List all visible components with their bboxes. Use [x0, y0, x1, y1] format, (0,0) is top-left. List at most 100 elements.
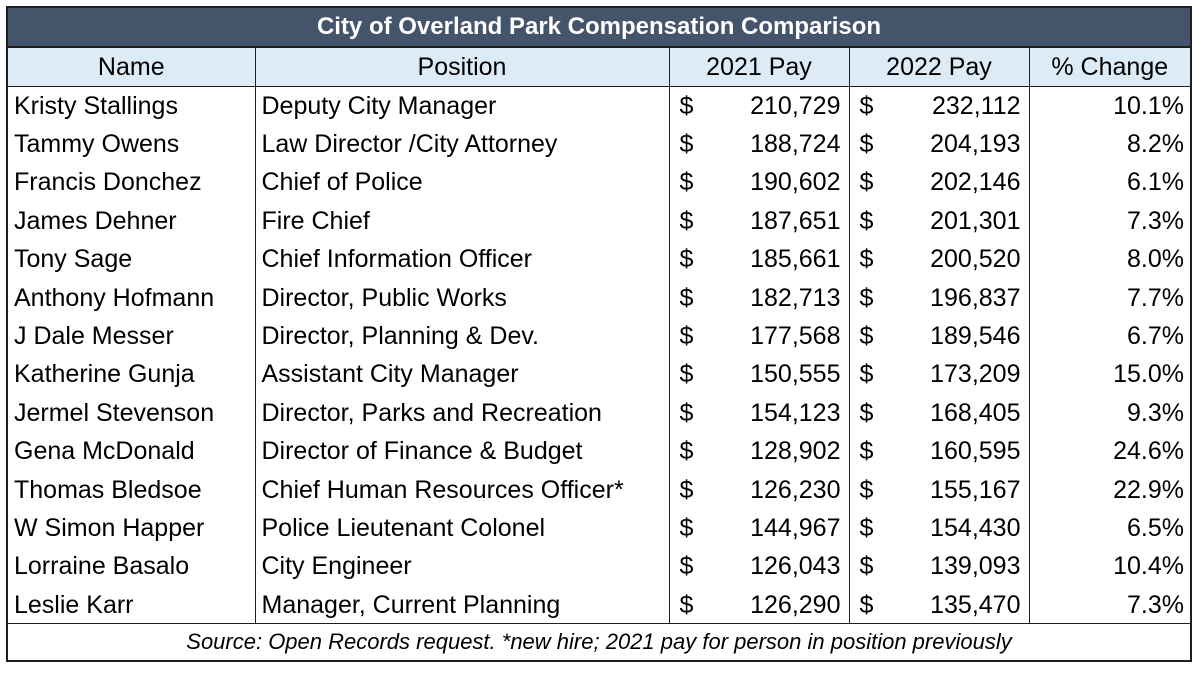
amount-2021: 154,123 — [750, 398, 841, 427]
currency-symbol: $ — [679, 437, 694, 466]
cell-position: Chief of Police — [254, 163, 669, 203]
cell-2022-pay: $173,209 — [848, 355, 1029, 395]
table-row: Leslie Karr Manager, Current Planning $126… — [8, 586, 1190, 625]
cell-name: W Simon Happer — [14, 513, 205, 542]
table-row: Jermel Stevenson Director, Parks and Recr… — [8, 394, 1190, 433]
currency-symbol: $ — [859, 168, 874, 197]
cell-name: Tony Sage — [14, 245, 133, 274]
cell-2022-pay: $232,112 — [848, 86, 1029, 126]
cell-2022-pay: $154,430 — [848, 509, 1029, 548]
currency-symbol: $ — [679, 130, 694, 159]
cell-position: Director of Finance & Budget — [254, 432, 669, 471]
cell-position: Chief Human Resources Officer* — [254, 470, 669, 510]
currency-symbol: $ — [859, 206, 874, 235]
currency-symbol: $ — [679, 245, 694, 274]
compensation-table-frame: City of Overland Park Compensation Compa… — [6, 6, 1192, 662]
cell-name: Lorraine Basalo — [14, 552, 190, 581]
currency-symbol: $ — [859, 360, 874, 389]
cell-2021-pay: $185,661 — [668, 240, 849, 279]
table-row: W Simon Happer Police Lieutenant Colonel $… — [8, 509, 1190, 548]
cell-name: James Dehner — [14, 206, 177, 235]
currency-symbol: $ — [859, 513, 874, 542]
amount-2022: 154,430 — [930, 513, 1021, 542]
cell-percent-change: 9.3% — [1028, 394, 1190, 433]
cell-percent-change: 6.1% — [1028, 163, 1190, 203]
amount-2021: 185,661 — [750, 245, 841, 274]
cell-name: Kristy Stallings — [14, 91, 178, 120]
currency-symbol: $ — [859, 322, 874, 351]
cell-2022-pay: $204,193 — [848, 125, 1029, 164]
currency-symbol: $ — [859, 91, 874, 120]
currency-symbol: $ — [679, 322, 694, 351]
amount-2021: 182,713 — [750, 283, 841, 312]
cell-percent-change: 8.2% — [1028, 125, 1190, 164]
header-name: Name — [8, 48, 255, 87]
amount-2022: 189,546 — [930, 322, 1021, 351]
compensation-table: Name Position 2021 Pay 2022 Pay % Change… — [8, 48, 1190, 625]
cell-2021-pay: $187,651 — [668, 202, 849, 241]
currency-symbol: $ — [679, 590, 694, 619]
cell-position: Manager, Current Planning — [254, 586, 669, 625]
amount-2022: 173,209 — [930, 360, 1021, 389]
cell-percent-change: 7.7% — [1028, 278, 1190, 318]
table-row: Tony Sage Chief Information Officer $185,6… — [8, 240, 1190, 279]
amount-2022: 168,405 — [930, 398, 1021, 427]
amount-2022: 200,520 — [930, 245, 1021, 274]
cell-name: Gena McDonald — [14, 437, 195, 466]
currency-symbol: $ — [859, 130, 874, 159]
amount-2022: 196,837 — [930, 283, 1021, 312]
cell-percent-change: 7.3% — [1028, 586, 1190, 625]
amount-2021: 126,290 — [750, 590, 841, 619]
table-row: Lorraine Basalo City Engineer $126,043 $139… — [8, 547, 1190, 587]
amount-2022: 139,093 — [930, 552, 1021, 581]
cell-position: Law Director /City Attorney — [254, 125, 669, 164]
cell-2022-pay: $200,520 — [848, 240, 1029, 279]
amount-2021: 126,043 — [750, 552, 841, 581]
cell-percent-change: 6.7% — [1028, 317, 1190, 356]
cell-position: Police Lieutenant Colonel — [254, 509, 669, 548]
currency-symbol: $ — [679, 475, 694, 504]
table-title: City of Overland Park Compensation Compa… — [8, 8, 1190, 48]
amount-2022: 135,470 — [930, 590, 1021, 619]
cell-position: Deputy City Manager — [254, 86, 669, 126]
amount-2022: 201,301 — [930, 206, 1021, 235]
table-row: James Dehner Fire Chief $187,651 $201,301 7.… — [8, 202, 1190, 241]
cell-2021-pay: $126,043 — [668, 547, 849, 587]
header-2021-pay: 2021 Pay — [668, 48, 849, 87]
amount-2021: 190,602 — [750, 168, 841, 197]
cell-2021-pay: $150,555 — [668, 355, 849, 395]
table-row: Anthony Hofmann Director, Public Works $18… — [8, 278, 1190, 318]
currency-symbol: $ — [859, 590, 874, 619]
cell-name: Tammy Owens — [14, 130, 180, 159]
currency-symbol: $ — [859, 475, 874, 504]
amount-2022: 204,193 — [930, 130, 1021, 159]
currency-symbol: $ — [679, 283, 694, 312]
table-row: Kristy Stallings Deputy City Manager $210,… — [8, 86, 1190, 126]
cell-percent-change: 15.0% — [1028, 355, 1190, 395]
currency-symbol: $ — [679, 168, 694, 197]
currency-symbol: $ — [679, 91, 694, 120]
cell-2021-pay: $190,602 — [668, 163, 849, 203]
amount-2022: 232,112 — [931, 91, 1021, 120]
table-row: Francis Donchez Chief of Police $190,602 $2… — [8, 163, 1190, 203]
cell-percent-change: 24.6% — [1028, 432, 1190, 471]
cell-position: Director, Planning & Dev. — [254, 317, 669, 356]
currency-symbol: $ — [859, 245, 874, 274]
table-row: Gena McDonald Director of Finance & Budge… — [8, 432, 1190, 471]
header-2022-pay: 2022 Pay — [848, 48, 1029, 87]
table-body: Kristy Stallings Deputy City Manager $210,… — [8, 86, 1190, 625]
cell-position: Chief Information Officer — [254, 240, 669, 279]
cell-percent-change: 10.1% — [1028, 86, 1190, 126]
cell-name: Leslie Karr — [14, 590, 134, 619]
cell-position: Fire Chief — [254, 202, 669, 241]
cell-2022-pay: $196,837 — [848, 278, 1029, 318]
cell-name: Francis Donchez — [14, 168, 202, 197]
amount-2021: 210,729 — [750, 91, 841, 120]
currency-symbol: $ — [859, 283, 874, 312]
cell-name: Jermel Stevenson — [14, 398, 215, 427]
table-row: J Dale Messer Director, Planning & Dev. $1… — [8, 317, 1190, 356]
amount-2021: 177,568 — [750, 322, 841, 351]
table-row: Thomas Bledsoe Chief Human Resources Offi… — [8, 470, 1190, 510]
cell-2022-pay: $160,595 — [848, 432, 1029, 471]
cell-2021-pay: $154,123 — [668, 394, 849, 433]
